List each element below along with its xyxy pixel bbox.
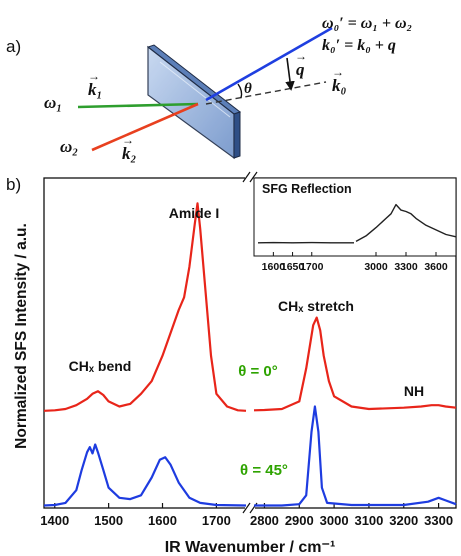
annotation-chx-stretch: CHₓ stretch: [278, 298, 354, 314]
beam-omega2: [91, 102, 199, 152]
x-tick-label: 1600: [148, 513, 177, 528]
theta-label: θ: [244, 81, 252, 97]
annotation-nh: NH: [404, 383, 424, 399]
x-tick-label: 2900: [285, 513, 314, 528]
axis-break-bottom: [242, 502, 251, 514]
annotation-chx-bend: CHₓ bend: [69, 358, 132, 374]
inset-title: SFG Reflection: [262, 182, 352, 196]
beam-sfg: [205, 26, 333, 102]
x-axis-title: IR Wavenumber / cm⁻¹: [165, 539, 336, 556]
k2-label: k₂: [122, 144, 137, 163]
q-vector: [285, 57, 295, 91]
series-line-theta-45-seg1: [43, 443, 247, 507]
inset-series-line-seg2: [355, 203, 457, 243]
inset-x-tick-label: 3000: [364, 261, 388, 273]
x-tick-label: 2800: [250, 513, 279, 528]
equation-omega: ω₀′ = ω₁ + ω₂: [322, 15, 412, 32]
panel-a: a) ω₁ k₁ → ω₂ k₂ → θ q → k₀ → ω₀′ = ω₁ +…: [6, 15, 412, 163]
omega2-label: ω₂: [60, 137, 78, 156]
inset-x-tick-label: 3300: [394, 261, 418, 273]
panel-a-label: a): [6, 37, 21, 56]
k0-line: [205, 81, 327, 105]
theta-arc: [237, 83, 243, 99]
q-arrow: →: [295, 49, 307, 63]
x-tick-label: 3200: [389, 513, 418, 528]
x-tick-label: 1400: [40, 513, 69, 528]
k1-label: k₁: [88, 80, 102, 99]
x-tick-label: 3300: [424, 513, 453, 528]
panel-b-label: b): [6, 175, 21, 194]
series-line-theta-0-seg2: [253, 316, 457, 412]
k1-arrow: →: [88, 69, 100, 83]
inset-x-tick-label: 1700: [300, 261, 324, 273]
series-line-theta-0-seg1: [43, 202, 247, 412]
beam-omega1: [77, 102, 199, 109]
inset-x-tick-label: 1600: [262, 261, 286, 273]
panel-b: b) Normalized SFS Intensity / a.u. IR Wa…: [6, 171, 457, 556]
q-label: q: [296, 60, 305, 79]
x-tick-label: 3100: [354, 513, 383, 528]
x-tick-label: 3000: [320, 513, 349, 528]
y-axis-title: Normalized SFS Intensity / a.u.: [13, 223, 30, 449]
x-tick-label: 1500: [94, 513, 123, 528]
legend-theta-45: θ = 45°: [240, 462, 288, 479]
omega1-label: ω₁: [44, 93, 62, 112]
x-tick-label: 1700: [202, 513, 231, 528]
axis-break-top-2: [249, 171, 258, 183]
axis-break-top: [242, 171, 251, 183]
k0-label: k₀: [332, 76, 347, 95]
equation-k: k₀′ = k₀ + q: [322, 37, 396, 54]
series-line-theta-45-seg2: [254, 405, 457, 507]
main-ticks: 1400 1500 1600 1700 2800 2900 3000 3100 3200 3300: [40, 503, 453, 528]
legend-theta-0: θ = 0°: [238, 363, 278, 380]
inset-x-tick-label: 1650: [281, 261, 305, 273]
prism: [146, 44, 242, 160]
annotation-amide-i: Amide I: [169, 205, 220, 221]
inset-x-tick-label: 3600: [424, 261, 448, 273]
main-series: [43, 202, 457, 507]
inset-series: [257, 203, 457, 244]
k0-arrow: →: [332, 65, 344, 79]
k2-arrow: →: [122, 133, 134, 147]
